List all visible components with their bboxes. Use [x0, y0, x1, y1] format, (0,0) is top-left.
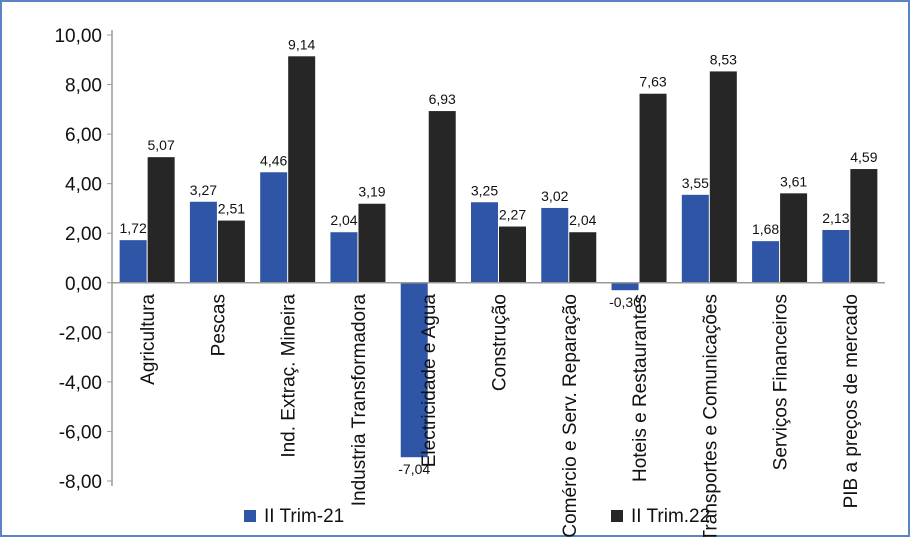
bars: [119, 56, 878, 458]
bar-2021: [471, 202, 498, 283]
y-tick-label: 2,00: [65, 224, 102, 245]
data-label: 7,63: [639, 74, 666, 90]
data-label: -7,04: [398, 461, 430, 477]
bar-2021: [822, 230, 850, 283]
category-label: Transportes e Comunicações: [700, 294, 721, 537]
data-label: 3,61: [780, 173, 807, 189]
data-label: 3,19: [358, 184, 385, 200]
data-label: 3,25: [471, 182, 498, 198]
legend-label: II Trim.22: [631, 506, 710, 527]
bar-2022: [428, 111, 456, 283]
bar-2021: [681, 194, 709, 283]
data-labels: 1,725,073,272,514,469,142,043,19-7,046,9…: [120, 36, 878, 477]
bar-2022: [569, 232, 597, 283]
legend-label: II Trim-21: [264, 506, 344, 527]
y-tick-label: 10,00: [54, 26, 102, 47]
category-label: PIB a preços de mercado: [841, 294, 862, 508]
data-label: -0,30: [609, 294, 641, 310]
legend: II Trim-21 II Trim.22: [244, 506, 710, 527]
legend-swatch: [244, 510, 256, 522]
category-label: Industria Transformadora: [349, 294, 370, 507]
y-tick-label: -4,00: [59, 373, 102, 394]
bar-2021: [189, 201, 217, 283]
category-label: Pescas: [208, 294, 229, 356]
y-axis-ticks: 10,00 8,00 6,00 4,00 2,00 0,00 -2,00 -4,00 -6,00…: [54, 26, 112, 493]
bar-2022: [288, 56, 316, 283]
bar-2022: [217, 220, 245, 283]
y-tick-label: -2,00: [59, 323, 102, 344]
bar-2022: [850, 169, 878, 283]
data-label: 1,68: [752, 221, 779, 237]
bar-2021: [260, 172, 288, 283]
data-label: 9,14: [288, 36, 315, 52]
bar-2021: [541, 207, 569, 283]
y-tick-label: 4,00: [65, 175, 102, 196]
data-label: 2,27: [499, 207, 526, 223]
data-label: 1,72: [120, 220, 147, 236]
y-tick-label: 0,00: [65, 274, 102, 295]
data-label: 2,04: [569, 212, 596, 228]
data-label: 3,55: [682, 175, 709, 191]
category-label: Hoteis e Restaurantes: [630, 294, 651, 482]
bar-2022: [709, 71, 737, 283]
category-label: Comércio e Serv. Reparação: [560, 294, 581, 537]
data-label: 2,04: [330, 212, 357, 228]
bar-2021: [400, 282, 428, 458]
category-label: Ind. Extraç. Mineira: [279, 294, 300, 458]
category-labels: Agricultura Pescas Ind. Extraç. Mineira Ind…: [138, 294, 862, 537]
data-label: 6,93: [429, 91, 456, 107]
data-label: 4,46: [260, 152, 287, 168]
bar-2021: [330, 232, 358, 283]
y-tick-label: 6,00: [65, 125, 102, 146]
data-label: 3,02: [541, 188, 568, 204]
legend-swatch: [611, 510, 623, 522]
bar-2021: [752, 241, 780, 283]
y-tick-label: -6,00: [59, 422, 102, 443]
y-tick-label: -8,00: [59, 472, 102, 493]
category-label: Serviços Financeiros: [771, 294, 792, 470]
category-label: Construção: [490, 294, 511, 391]
data-label: 5,07: [148, 137, 175, 153]
data-label: 3,27: [190, 182, 217, 198]
bar-2022: [147, 157, 175, 283]
data-label: 2,13: [822, 210, 849, 226]
data-label: 2,51: [218, 201, 245, 217]
bar-2021: [611, 282, 639, 291]
data-label: 8,53: [710, 51, 737, 67]
bar-2021: [119, 240, 147, 283]
bar-2022: [358, 203, 386, 283]
bar-2022: [780, 193, 808, 283]
data-label: 4,59: [850, 149, 877, 165]
bar-2022: [499, 226, 526, 283]
bar-2022: [639, 93, 667, 283]
category-label: Electricidade e Agua: [419, 294, 440, 468]
y-tick-label: 8,00: [65, 76, 102, 97]
category-label: Agricultura: [138, 294, 159, 385]
